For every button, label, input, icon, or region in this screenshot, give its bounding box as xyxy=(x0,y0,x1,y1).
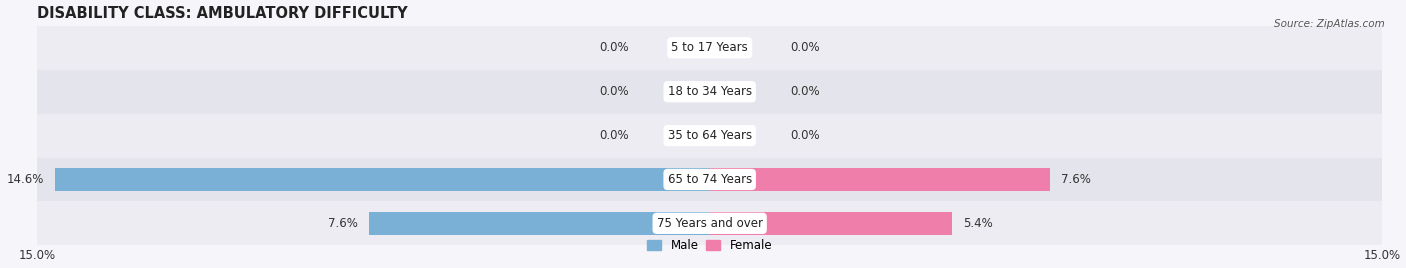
Bar xyxy=(710,212,952,235)
Text: 0.0%: 0.0% xyxy=(599,129,628,142)
Text: 0.0%: 0.0% xyxy=(790,129,820,142)
Bar xyxy=(38,114,1382,158)
Bar xyxy=(38,158,1382,201)
Text: 35 to 64 Years: 35 to 64 Years xyxy=(668,129,752,142)
Legend: Male, Female: Male, Female xyxy=(643,234,778,257)
Text: 7.6%: 7.6% xyxy=(1062,173,1091,186)
Text: 7.6%: 7.6% xyxy=(328,217,359,230)
Text: 0.0%: 0.0% xyxy=(790,41,820,54)
Bar xyxy=(710,168,1050,191)
Text: 0.0%: 0.0% xyxy=(790,85,820,98)
Text: 65 to 74 Years: 65 to 74 Years xyxy=(668,173,752,186)
Text: 18 to 34 Years: 18 to 34 Years xyxy=(668,85,752,98)
Text: 0.0%: 0.0% xyxy=(599,41,628,54)
Bar xyxy=(38,26,1382,70)
Bar xyxy=(38,201,1382,245)
Text: 75 Years and over: 75 Years and over xyxy=(657,217,762,230)
Text: 5.4%: 5.4% xyxy=(963,217,993,230)
Text: DISABILITY CLASS: AMBULATORY DIFFICULTY: DISABILITY CLASS: AMBULATORY DIFFICULTY xyxy=(38,6,408,21)
Bar xyxy=(370,212,710,235)
Bar xyxy=(38,70,1382,114)
Bar xyxy=(55,168,710,191)
Text: Source: ZipAtlas.com: Source: ZipAtlas.com xyxy=(1274,19,1385,29)
Text: 14.6%: 14.6% xyxy=(7,173,44,186)
Text: 0.0%: 0.0% xyxy=(599,85,628,98)
Text: 5 to 17 Years: 5 to 17 Years xyxy=(671,41,748,54)
